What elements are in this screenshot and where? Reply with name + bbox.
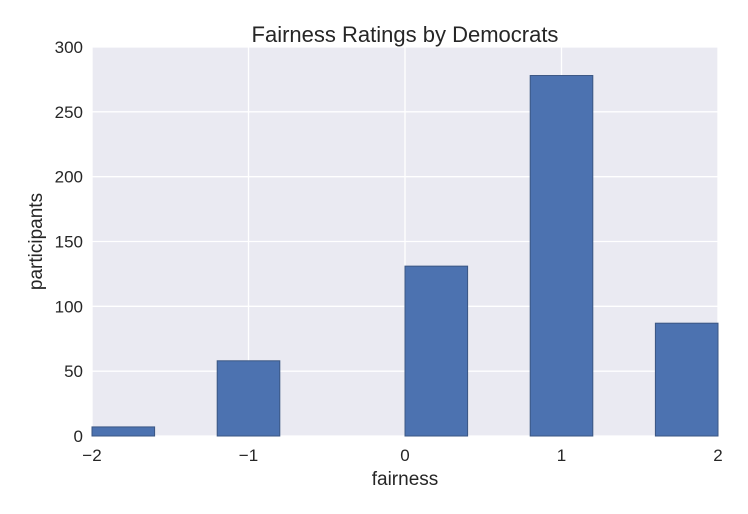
- y-tick-label: 300: [55, 38, 83, 57]
- histogram-bar: [91, 426, 156, 437]
- bars-group: [91, 75, 719, 437]
- histogram-bar: [529, 75, 594, 437]
- x-tick-label: 0: [400, 446, 409, 465]
- y-tick-label: 0: [74, 427, 83, 446]
- grid-lines: [91, 46, 719, 437]
- chart-title: Fairness Ratings by Democrats: [252, 22, 559, 47]
- y-axis-title: participants: [26, 193, 47, 290]
- x-axis-title: fairness: [372, 469, 439, 490]
- x-tick-label: 2: [713, 446, 722, 465]
- histogram-bar: [654, 322, 719, 437]
- y-tick-label: 200: [55, 168, 83, 187]
- y-tick-label: 150: [55, 233, 83, 252]
- y-tick-labels: 0 50 100 150 200 250 300: [55, 38, 83, 446]
- histogram-bar: [404, 265, 469, 437]
- x-tick-label: −2: [82, 446, 101, 465]
- x-tick-label: 1: [557, 446, 566, 465]
- y-tick-label: 100: [55, 297, 83, 316]
- histogram-bar: [216, 360, 281, 437]
- y-tick-label: 50: [64, 362, 83, 381]
- x-tick-labels: −2 −1 0 1 2: [82, 446, 722, 465]
- x-tick-label: −1: [239, 446, 258, 465]
- y-tick-label: 250: [55, 103, 83, 122]
